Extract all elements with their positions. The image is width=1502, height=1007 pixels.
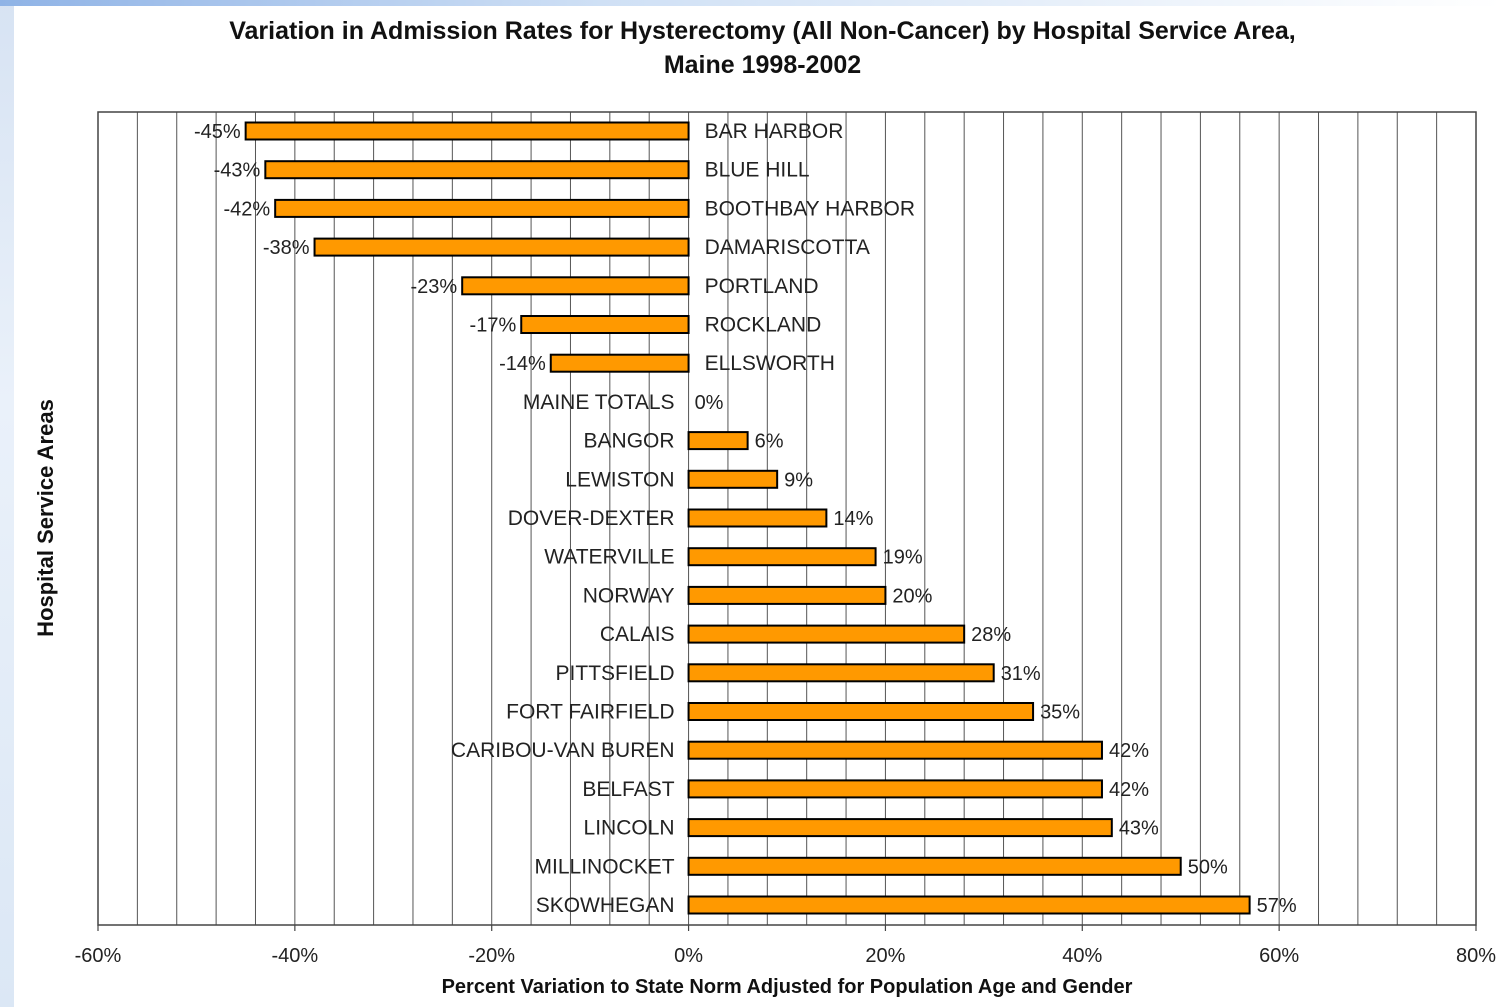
bar [687, 856, 1182, 876]
category-label: MAINE TOTALS [523, 391, 675, 414]
data-label: -14% [499, 353, 546, 375]
category-label: BAR HARBOR [705, 120, 844, 143]
slide-top-decoration [0, 0, 1502, 6]
category-label: ELLSWORTH [705, 352, 835, 375]
category-label: SKOWHEGAN [536, 894, 675, 917]
x-tick-label: 20% [865, 945, 905, 967]
bar [687, 663, 995, 683]
data-label: -43% [214, 160, 261, 182]
chart-title-line1: Variation in Admission Rates for Hystere… [229, 17, 1296, 45]
data-label: -45% [194, 121, 241, 143]
data-label: 42% [1109, 740, 1149, 762]
data-label: 6% [755, 431, 784, 453]
x-tick-label: 0% [674, 945, 703, 967]
data-label: 0% [695, 392, 724, 414]
category-label: FORT FAIRFIELD [506, 701, 674, 724]
data-label: 19% [883, 547, 923, 569]
category-label: DOVER-DEXTER [508, 507, 675, 530]
category-label: LEWISTON [565, 468, 674, 491]
bar [461, 276, 690, 296]
bar [244, 121, 690, 141]
bar [313, 237, 690, 257]
bar [687, 585, 887, 605]
data-label: 9% [784, 469, 813, 491]
category-label: WATERVILLE [544, 546, 674, 569]
data-label: 35% [1040, 702, 1080, 724]
data-label: 43% [1119, 818, 1159, 840]
x-tick-label: 40% [1062, 945, 1102, 967]
data-label: 20% [892, 585, 932, 607]
category-label: PORTLAND [705, 275, 819, 298]
bar [520, 315, 690, 334]
bar [687, 895, 1251, 915]
data-label: -38% [263, 237, 310, 259]
bar [687, 547, 877, 567]
data-label: 42% [1109, 779, 1149, 801]
category-label: BLUE HILL [705, 159, 810, 182]
category-label: CALAIS [600, 623, 675, 646]
category-label: ROCKLAND [705, 314, 822, 337]
bar [687, 818, 1113, 838]
data-label: -42% [223, 198, 270, 220]
category-label: MILLINOCKET [535, 855, 675, 878]
x-tick-label: -40% [272, 945, 319, 967]
data-label: 57% [1257, 895, 1297, 917]
bar [274, 198, 690, 218]
data-label: 31% [1001, 663, 1041, 685]
category-label: DAMARISCOTTA [705, 236, 870, 259]
bars [244, 121, 1251, 915]
bar [687, 740, 1103, 760]
bar [687, 702, 1035, 721]
slide-left-decoration [0, 0, 14, 1007]
labels: BAR HARBOR -45% BLUE HILL -43% BOOTHBAY HARB… [194, 120, 1297, 917]
category-label: BOOTHBAY HARBOR [705, 197, 915, 220]
category-label: PITTSFIELD [556, 662, 675, 685]
bar [264, 160, 690, 180]
category-label: NORWAY [583, 584, 675, 607]
x-tick-labels: -60% -40% -20% 0% 20% 40% 60% 80% [75, 925, 1496, 967]
x-axis-label: Percent Variation to State Norm Adjusted… [441, 976, 1133, 998]
category-label: BANGOR [584, 430, 675, 453]
category-label: CARIBOU-VAN BUREN [451, 739, 675, 762]
data-label: 14% [833, 508, 873, 530]
bar [687, 779, 1103, 799]
data-label: 50% [1188, 856, 1228, 878]
category-label: LINCOLN [584, 817, 675, 840]
x-tick-label: -20% [468, 945, 515, 967]
bar [687, 508, 828, 528]
plot-area-frame [97, 111, 1477, 926]
bar [687, 431, 749, 451]
bar [687, 624, 966, 644]
x-tick-label: -60% [75, 945, 122, 967]
category-label: BELFAST [582, 778, 674, 801]
chart-subtitle: Maine 1998-2002 [663, 51, 862, 79]
data-label: -17% [470, 315, 517, 337]
x-tick-label: 60% [1259, 945, 1299, 967]
data-label: 28% [971, 624, 1011, 646]
bar [549, 353, 690, 373]
data-label: -23% [410, 276, 457, 298]
x-tick-label: 80% [1456, 945, 1496, 967]
chart-title: Variation in Admission Rates for Hystere… [100, 14, 1425, 82]
bar [687, 469, 779, 489]
